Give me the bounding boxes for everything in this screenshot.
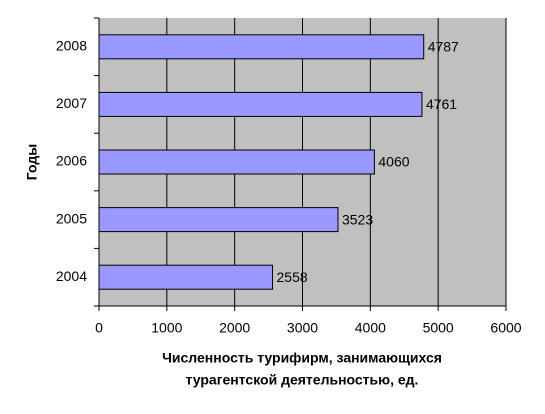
bar [98, 149, 375, 175]
data-label: 4761 [426, 96, 457, 112]
bar [98, 207, 339, 233]
y-tick-label: 2006 [56, 153, 87, 169]
x-tick-label: 1000 [151, 320, 182, 336]
x-tick-label: 6000 [490, 320, 521, 336]
bar [98, 91, 423, 117]
x-tick-label: 5000 [423, 320, 454, 336]
x-tick-label: 4000 [355, 320, 386, 336]
y-tick-label: 2008 [56, 38, 87, 54]
x-tick-label: 3000 [287, 320, 318, 336]
data-label: 3523 [342, 211, 373, 227]
x-axis-title: турагентской деятельностью, ед. [186, 372, 419, 388]
y-tick-label: 2004 [56, 268, 87, 284]
x-tick-label: 0 [95, 320, 103, 336]
y-tick-label: 2005 [56, 210, 87, 226]
x-tick-label: 2000 [219, 320, 250, 336]
y-tick-label: 2007 [56, 95, 87, 111]
bar [98, 264, 274, 290]
data-label: 4060 [378, 154, 409, 170]
data-label: 2558 [277, 269, 308, 285]
y-axis-title: Годы [24, 144, 40, 180]
data-label: 4787 [428, 39, 459, 55]
bar [98, 34, 425, 60]
x-axis-title: Численность турифирм, занимающихся [162, 350, 442, 366]
